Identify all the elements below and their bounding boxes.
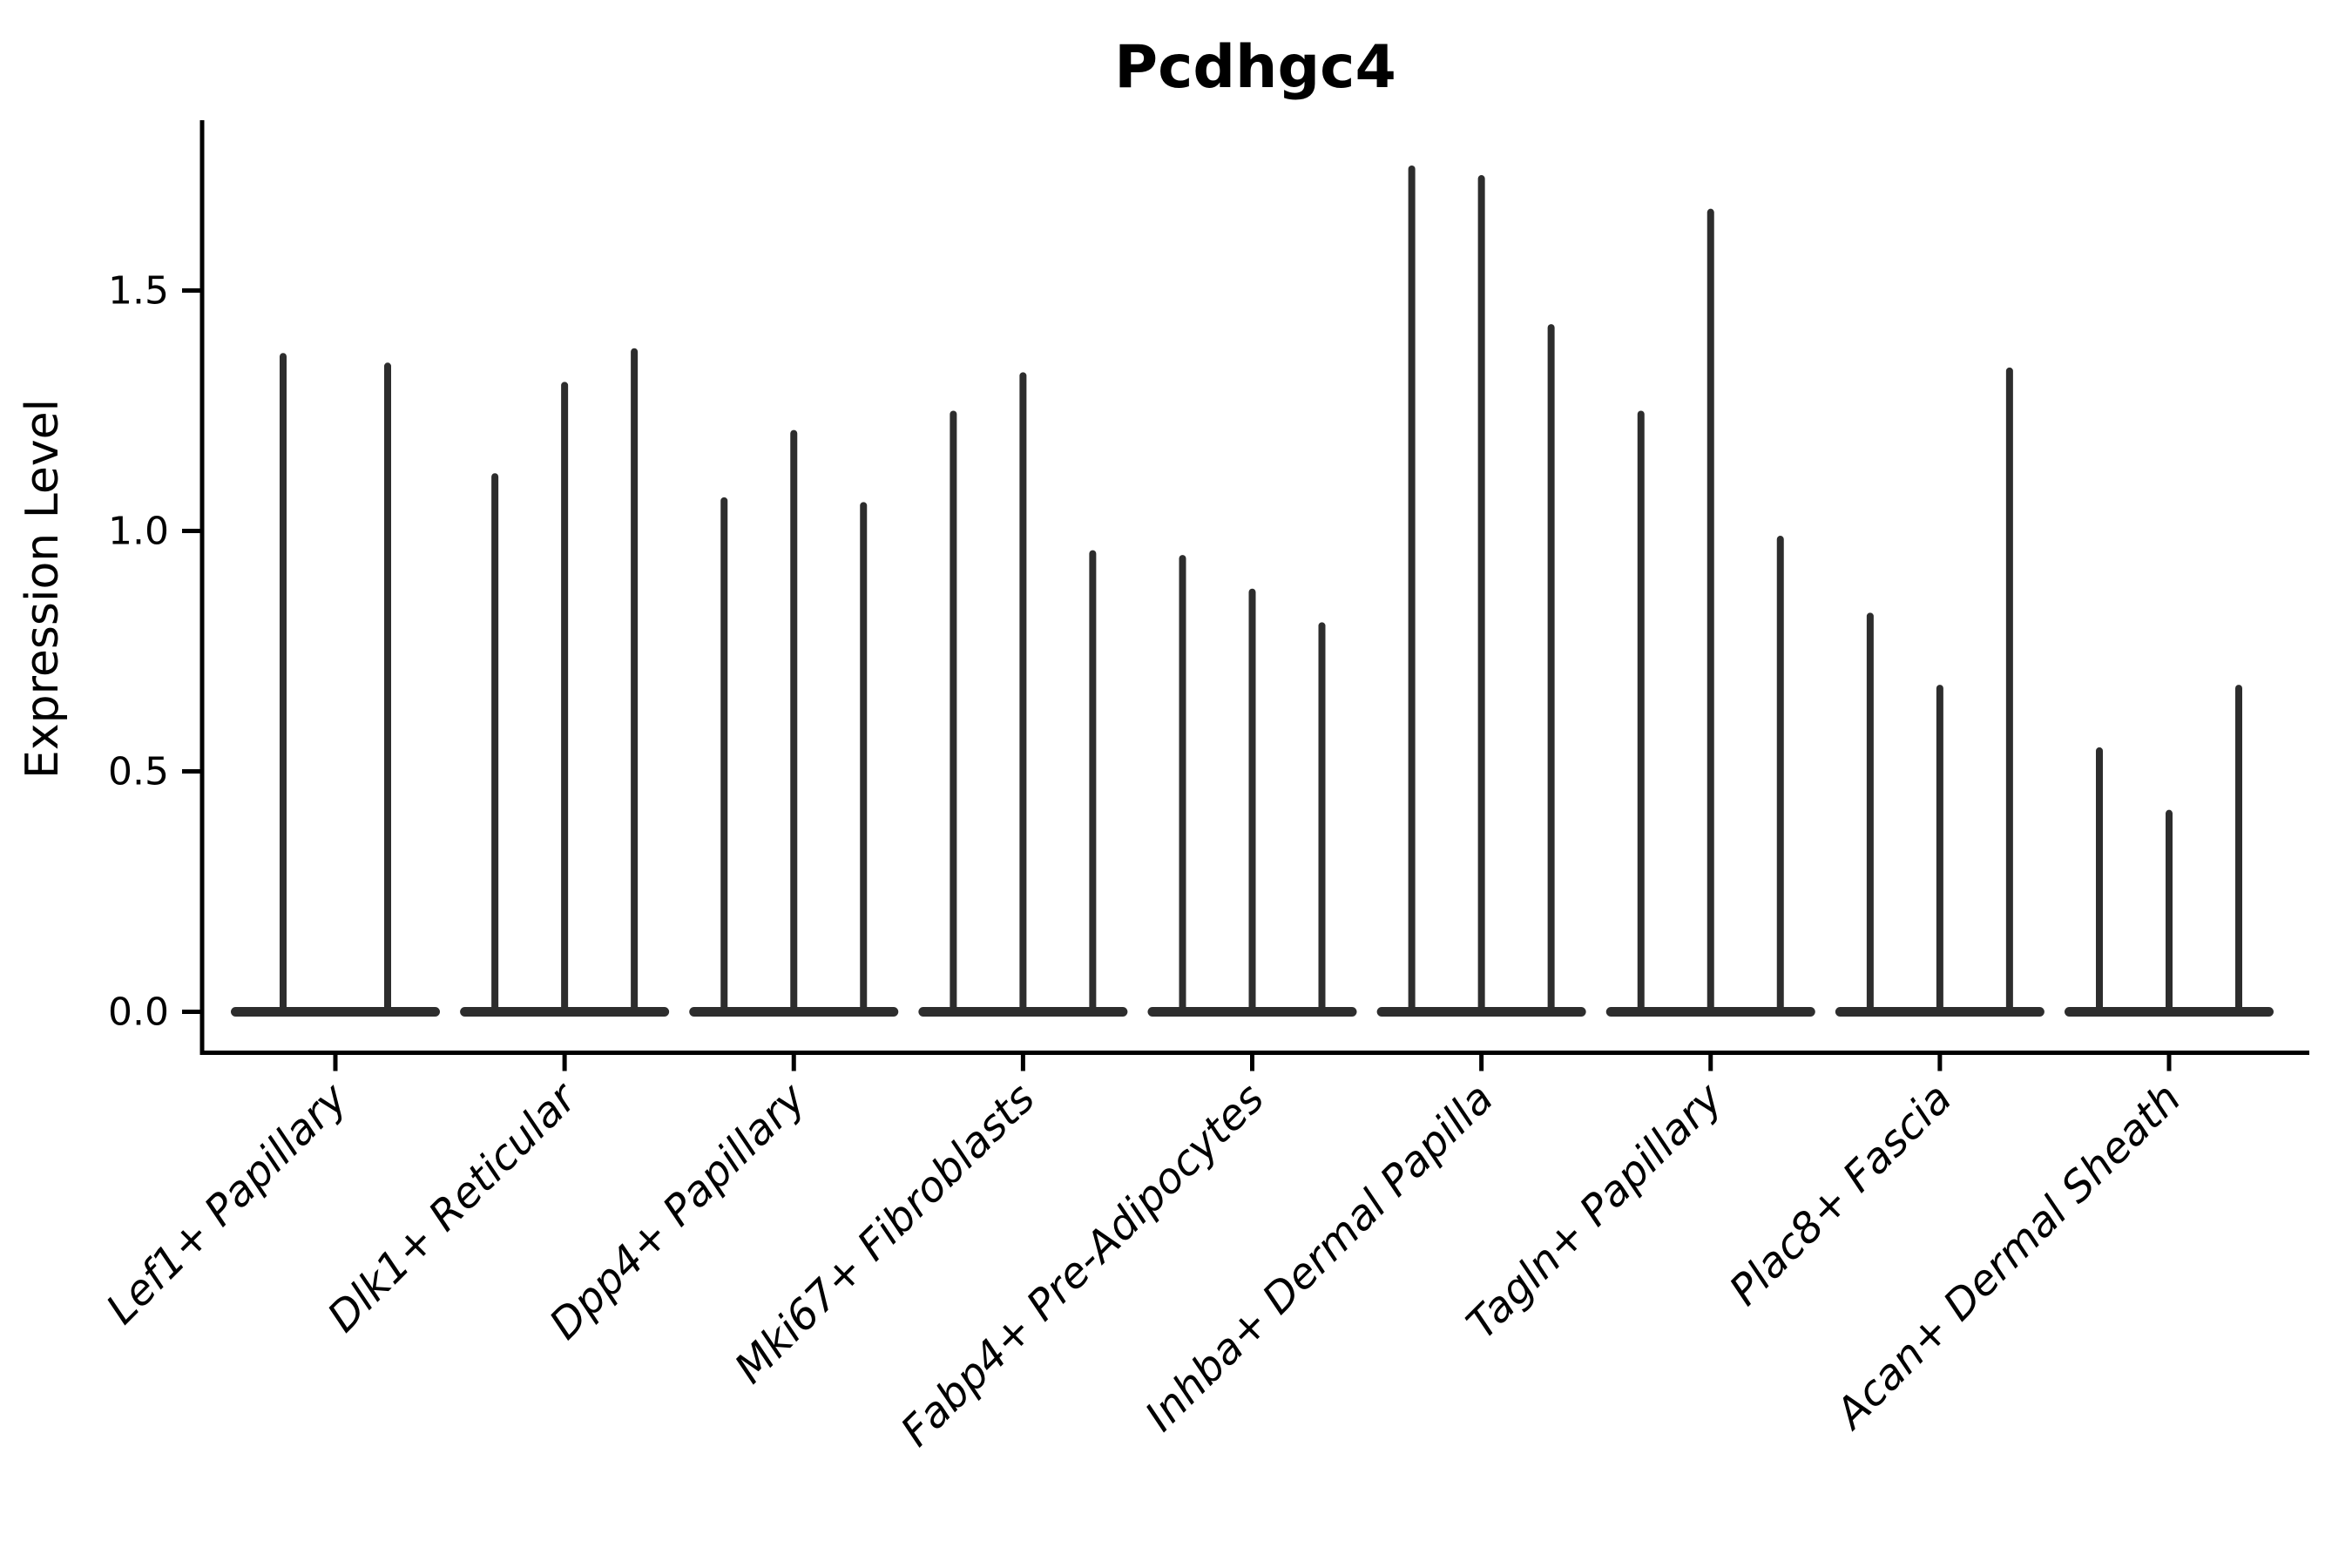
violin-spike [280,353,287,1014]
violin-group [1605,208,1815,1017]
violin-spike [1408,165,1416,1014]
violin-spike [1637,410,1645,1014]
violin-spike [1547,324,1555,1014]
violin-spike [491,473,499,1014]
violin-spike [631,348,639,1014]
violin-base [460,1007,670,1017]
violin-group [1147,555,1357,1017]
violin-spike [2166,809,2173,1014]
violin-spike [1019,372,1027,1014]
violin-spike [1936,685,1943,1014]
violin-spike [1477,175,1485,1014]
y-tick-label: 0.5 [108,750,169,794]
violin-group [1835,367,2044,1017]
violin-base [1147,1007,1357,1017]
violin-group [1376,165,1586,1017]
y-tick-label: 1.5 [108,269,169,314]
violin-group-container [231,165,2274,1017]
x-axis-category-label: Dpp4+ Papillary [540,1073,815,1348]
violin-group [689,429,899,1017]
violin-group [918,372,1128,1017]
y-tick-label: 0.0 [108,990,169,1035]
violin-spike [1866,612,1874,1014]
violin-base [689,1007,899,1017]
violin-spike [1089,550,1097,1014]
violin-spike [720,497,728,1014]
chart-title: Pcdhgc4 [1114,33,1396,102]
violin-base [2065,1007,2274,1017]
violin-spike [561,382,569,1014]
violin-group [460,348,670,1017]
violin-group [2065,685,2274,1017]
x-axis-category-label: Plac8+ Fascia [1720,1074,1962,1315]
violin-spike [790,429,798,1014]
violin-base [1835,1007,2044,1017]
violin-spike [384,362,391,1014]
violin-spike [1776,536,1784,1014]
y-axis-label: Expression Level [17,399,69,779]
violin-base [918,1007,1128,1017]
x-axis-category-label: Lef1+ Papillary [97,1073,357,1334]
violin-spike [1179,555,1186,1014]
violin-spike [2096,747,2103,1014]
x-axis-category-label: Dlk1+ Reticular [318,1072,588,1342]
violin-spike [860,502,868,1014]
violin-spike [1707,208,1714,1014]
violin-base [1376,1007,1586,1017]
axes: 0.0 0.5 1.0 1.5 [108,120,2309,1071]
violin-base [231,1007,440,1017]
x-axis-category-label: Fabp4+ Pre-Adipocytes [891,1074,1274,1456]
violin-group [231,353,440,1017]
violin-spike [950,410,957,1014]
violin-spike [2005,367,2013,1014]
y-tick-label: 1.0 [108,510,169,554]
x-axis-category-label: Tagln+ Papillary [1457,1073,1733,1348]
violin-base [1605,1007,1815,1017]
violin-spike [1318,622,1326,1014]
violin-spike [1248,588,1256,1014]
violin-spike [2235,685,2242,1014]
